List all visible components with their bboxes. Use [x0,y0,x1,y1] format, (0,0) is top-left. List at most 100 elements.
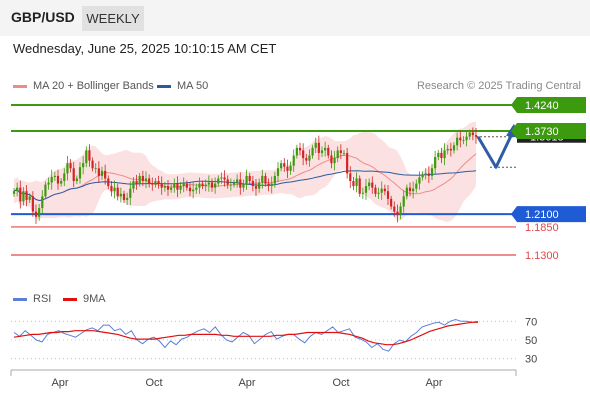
candle-down [157,181,160,184]
moving-averages [13,153,477,202]
candle-up [468,132,471,137]
candle-up [320,150,324,153]
rsi-tick-30: 30 [525,354,537,366]
rsi-tick-50: 50 [525,335,537,347]
candle-up [100,170,104,176]
candle-up [280,163,283,169]
ma50-line [13,170,477,202]
candle-up [361,192,364,194]
candle-down [210,182,214,188]
candle-down [88,150,91,161]
candle-up [402,196,405,207]
candles [12,127,478,224]
candle-down [267,183,270,187]
candle-down [408,187,412,192]
candle-up [60,181,63,184]
candle-up [154,181,157,185]
rsi-panel: 70 50 30 [11,316,537,366]
candle-up [380,188,383,193]
candle-up [85,150,88,164]
x-tick-label: Oct [145,377,162,389]
candle-up [173,183,176,188]
candle-up [220,177,223,179]
x-tick-label: Oct [332,377,349,389]
rsi-series-9ma [13,321,478,346]
candle-up [443,150,446,159]
candle-down [116,187,119,197]
candle-up [430,168,434,176]
candle-up [314,142,317,148]
candle-down [358,178,361,194]
candle-up [364,186,368,193]
rsi-series-rsi [13,318,479,352]
timeframe-button[interactable]: WEEKLY [82,6,144,31]
candle-up [424,173,427,175]
candle-up [405,187,408,197]
candle-up [170,187,173,190]
candle-up [273,175,276,184]
candle-up [82,163,85,168]
candle-up [38,208,41,217]
candle-up [132,181,135,189]
candle-down [151,183,154,185]
candle-down [283,163,286,167]
candle-up [78,167,82,179]
candle-up [182,183,185,187]
candle-down [56,175,60,184]
candle-down [201,183,204,187]
candle-up [232,182,236,185]
candle-up [399,206,402,216]
candle-up [214,183,217,188]
candle-up [324,147,327,151]
level-lines [11,104,516,256]
candle-up [295,147,298,156]
candle-up [22,191,25,202]
candle-down [176,183,179,190]
candle-up [16,187,19,192]
candle-up [245,175,248,184]
candle-up [138,175,141,184]
legend-ma50-swatch [157,84,171,88]
candle-down [474,135,478,137]
candle-up [377,192,380,194]
candle-up [179,186,182,190]
candle-up [204,184,207,187]
candle-down [248,175,251,182]
level-label-1: 1.3730 [525,126,559,138]
candle-down [122,193,126,200]
candle-down [449,148,452,151]
candle-down [349,173,352,182]
top-bar: GBP/USD WEEKLY [0,0,590,36]
candle-down [185,183,188,188]
x-axis: Apr Oct Apr Oct Apr [10,369,517,389]
level-label-0: 1.4240 [525,100,559,112]
candle-up [53,175,56,177]
candle-up [452,145,456,151]
level-label-2: 1.2100 [525,209,559,221]
candle-down [110,186,113,192]
candle-down [104,170,107,179]
candle-down [31,196,34,212]
candle-down [141,175,144,182]
legend-ma20-label: MA 20 + Bollinger Bands [33,80,154,92]
candle-up [465,136,468,141]
candle-down [393,206,396,212]
symbol-title: GBP/USD [11,9,75,25]
candle-down [166,186,170,190]
candle-down [148,178,151,184]
legend-rsi: RSI [13,293,51,305]
candle-up [195,187,198,190]
candle-up [207,182,210,185]
candle-down [97,168,100,176]
legend-ma50: MA 50 [157,80,208,92]
x-tick-label: Apr [51,377,68,389]
candle-up [119,193,122,197]
candle-up [47,182,50,185]
candle-down [427,173,430,176]
candle-down [34,211,38,217]
candle-up [50,176,53,183]
candle-down [317,142,320,153]
candle-down [374,187,377,194]
candle-down [264,175,267,184]
